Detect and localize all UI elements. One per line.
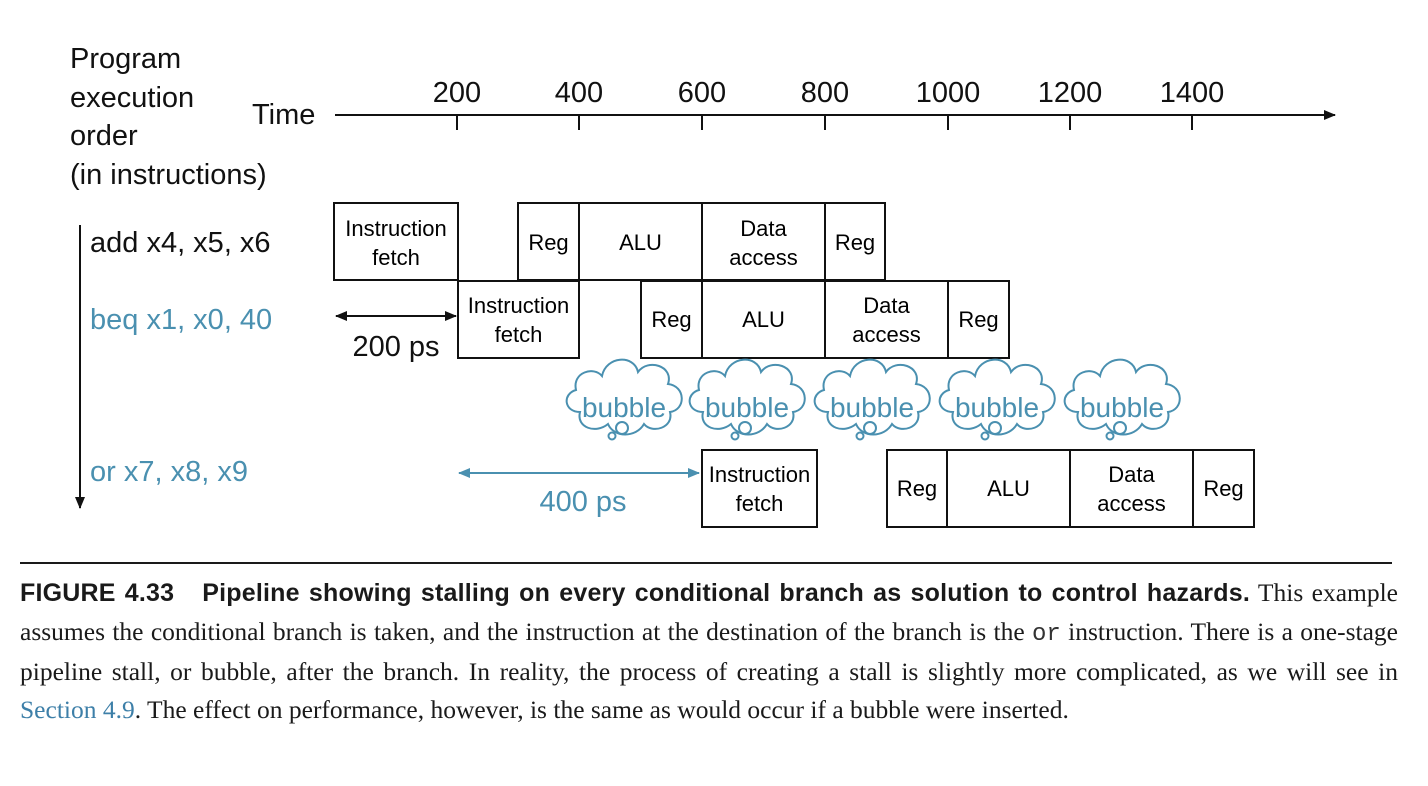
y-axis-label-line: (in instructions) (70, 159, 267, 191)
bubble-label: bubble (955, 392, 1039, 423)
stage-label-alu: ALU (619, 230, 662, 255)
stage-label-data-line1: Data (1108, 462, 1155, 487)
bubble-row: bubble bubble bubble bubble bubble (565, 358, 1181, 441)
stage-label-fetch-line1: Instruction (468, 293, 570, 318)
stage-label-data-line1: Data (740, 216, 787, 241)
stage-label-reg: Reg (651, 307, 691, 332)
y-axis-label-line: execution (70, 82, 194, 114)
stage-label-data-line2: access (1097, 491, 1165, 516)
bubble-cloud: bubble (688, 358, 806, 441)
caption-divider (20, 562, 1392, 564)
stage-label-reg: Reg (958, 307, 998, 332)
interval-label-400ps: 400 ps (539, 486, 626, 518)
stage-box-reg-write (1192, 449, 1255, 528)
time-tick-label: 1000 (916, 77, 981, 109)
caption-text: . The effect on performance, however, is… (134, 694, 1069, 724)
time-axis-ticks: 200 400 600 800 1000 1200 1400 (433, 77, 1224, 130)
stage-label-reg: Reg (1203, 476, 1243, 501)
pipeline-diagram: Program execution order (in instructions… (70, 43, 1336, 528)
bubble-cloud: bubble (565, 358, 683, 441)
instruction-label-beq: beq x1, x0, 40 (90, 304, 272, 336)
figure-caption: FIGURE 4.33 Pipeline showing stalling on … (20, 574, 1398, 728)
stage-label-data-line2: access (852, 322, 920, 347)
figure-title: Pipeline showing stalling on every condi… (202, 579, 1250, 607)
stage-box-instruction-fetch (333, 202, 459, 281)
stage-label-fetch-line2: fetch (495, 322, 543, 347)
instruction-label-add: add x4, x5, x6 (90, 227, 271, 259)
stage-box-data-access (1069, 449, 1194, 528)
bubble-label: bubble (830, 392, 914, 423)
time-tick-label: 600 (678, 77, 726, 109)
pipeline-row-add: Instruction fetch Reg ALU Data access Re… (333, 202, 886, 281)
stage-label-alu: ALU (987, 476, 1030, 501)
stage-label-fetch-line2: fetch (372, 245, 420, 270)
bubble-cloud: bubble (813, 358, 931, 441)
section-link[interactable]: Section 4.9 (20, 694, 135, 724)
stage-label-reg: Reg (897, 476, 937, 501)
stage-label-reg: Reg (835, 230, 875, 255)
interval-label-200ps: 200 ps (352, 331, 439, 363)
figure-label: FIGURE 4.33 (20, 579, 175, 607)
time-tick-label: 800 (801, 77, 849, 109)
time-tick-label: 400 (555, 77, 603, 109)
stage-label-fetch-line1: Instruction (709, 462, 811, 487)
caption-code: or (1032, 620, 1061, 648)
stage-label-data-line1: Data (863, 293, 910, 318)
pipeline-row-or: Instruction fetch Reg ALU Data access Re… (701, 449, 1255, 528)
stage-box-reg-read (640, 280, 703, 359)
stage-box-data-access (824, 280, 949, 359)
bubble-cloud: bubble (938, 358, 1056, 441)
caption-text: instruction. There is a one-stage pipeli… (20, 616, 1398, 687)
stage-label-reg: Reg (528, 230, 568, 255)
time-axis-label: Time (252, 99, 315, 131)
stage-box-reg-write (947, 280, 1010, 359)
stage-box-alu (946, 449, 1071, 528)
stage-label-data-line2: access (729, 245, 797, 270)
stage-label-fetch-line1: Instruction (345, 216, 447, 241)
stage-box-alu (701, 280, 826, 359)
y-axis-label-line: Program (70, 43, 181, 75)
bubble-label: bubble (1080, 392, 1164, 423)
bubble-cloud: bubble (1063, 358, 1181, 441)
stage-label-alu: ALU (742, 307, 785, 332)
time-tick-label: 1200 (1038, 77, 1103, 109)
stage-label-fetch-line2: fetch (736, 491, 784, 516)
pipeline-row-beq: Instruction fetch Reg ALU Data access Re… (457, 280, 1010, 359)
instruction-label-or: or x7, x8, x9 (90, 456, 248, 488)
caption-text: This example assumes the conditional bra… (20, 578, 1399, 646)
y-axis-label: Program execution order (in instructions… (70, 43, 267, 191)
bubble-label: bubble (582, 392, 666, 423)
stage-box-instruction-fetch (701, 449, 818, 528)
y-axis-label-line: order (70, 120, 138, 152)
bubble-label: bubble (705, 392, 789, 423)
stage-box-instruction-fetch (457, 280, 580, 359)
time-tick-label: 200 (433, 77, 481, 109)
time-tick-label: 1400 (1160, 77, 1225, 109)
